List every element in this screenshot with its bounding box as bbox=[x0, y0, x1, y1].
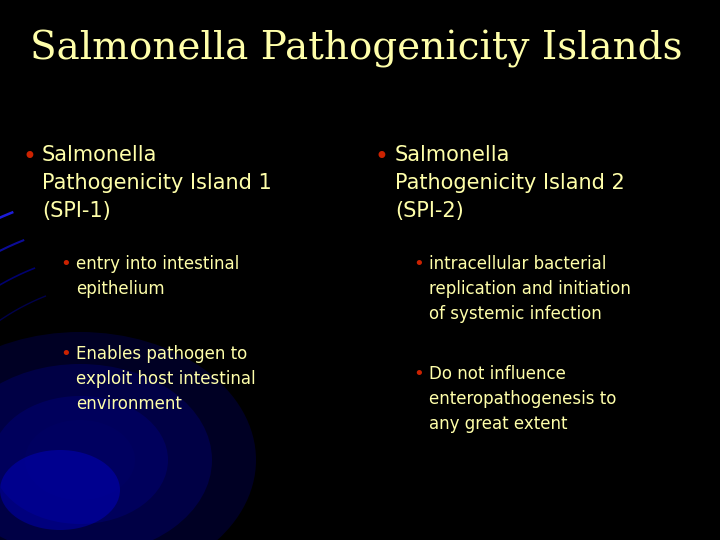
Text: Salmonella Pathogenicity Islands: Salmonella Pathogenicity Islands bbox=[30, 30, 683, 68]
Ellipse shape bbox=[25, 420, 135, 500]
Text: Enables pathogen to
exploit host intestinal
environment: Enables pathogen to exploit host intesti… bbox=[76, 345, 256, 413]
Text: Salmonella
Pathogenicity Island 1
(SPI-1): Salmonella Pathogenicity Island 1 (SPI-1… bbox=[42, 145, 271, 221]
Text: •: • bbox=[375, 145, 389, 169]
Text: •: • bbox=[413, 365, 424, 383]
Text: Do not influence
enteropathogenesis to
any great extent: Do not influence enteropathogenesis to a… bbox=[429, 365, 616, 433]
Ellipse shape bbox=[0, 396, 168, 524]
Text: intracellular bacterial
replication and initiation
of systemic infection: intracellular bacterial replication and … bbox=[429, 255, 631, 323]
Text: entry into intestinal
epithelium: entry into intestinal epithelium bbox=[76, 255, 239, 298]
Text: •: • bbox=[60, 255, 71, 273]
Ellipse shape bbox=[0, 364, 212, 540]
Text: •: • bbox=[22, 145, 36, 169]
Ellipse shape bbox=[0, 450, 120, 530]
Text: Salmonella
Pathogenicity Island 2
(SPI-2): Salmonella Pathogenicity Island 2 (SPI-2… bbox=[395, 145, 625, 221]
Ellipse shape bbox=[0, 332, 256, 540]
Text: •: • bbox=[413, 255, 424, 273]
Text: •: • bbox=[60, 345, 71, 363]
